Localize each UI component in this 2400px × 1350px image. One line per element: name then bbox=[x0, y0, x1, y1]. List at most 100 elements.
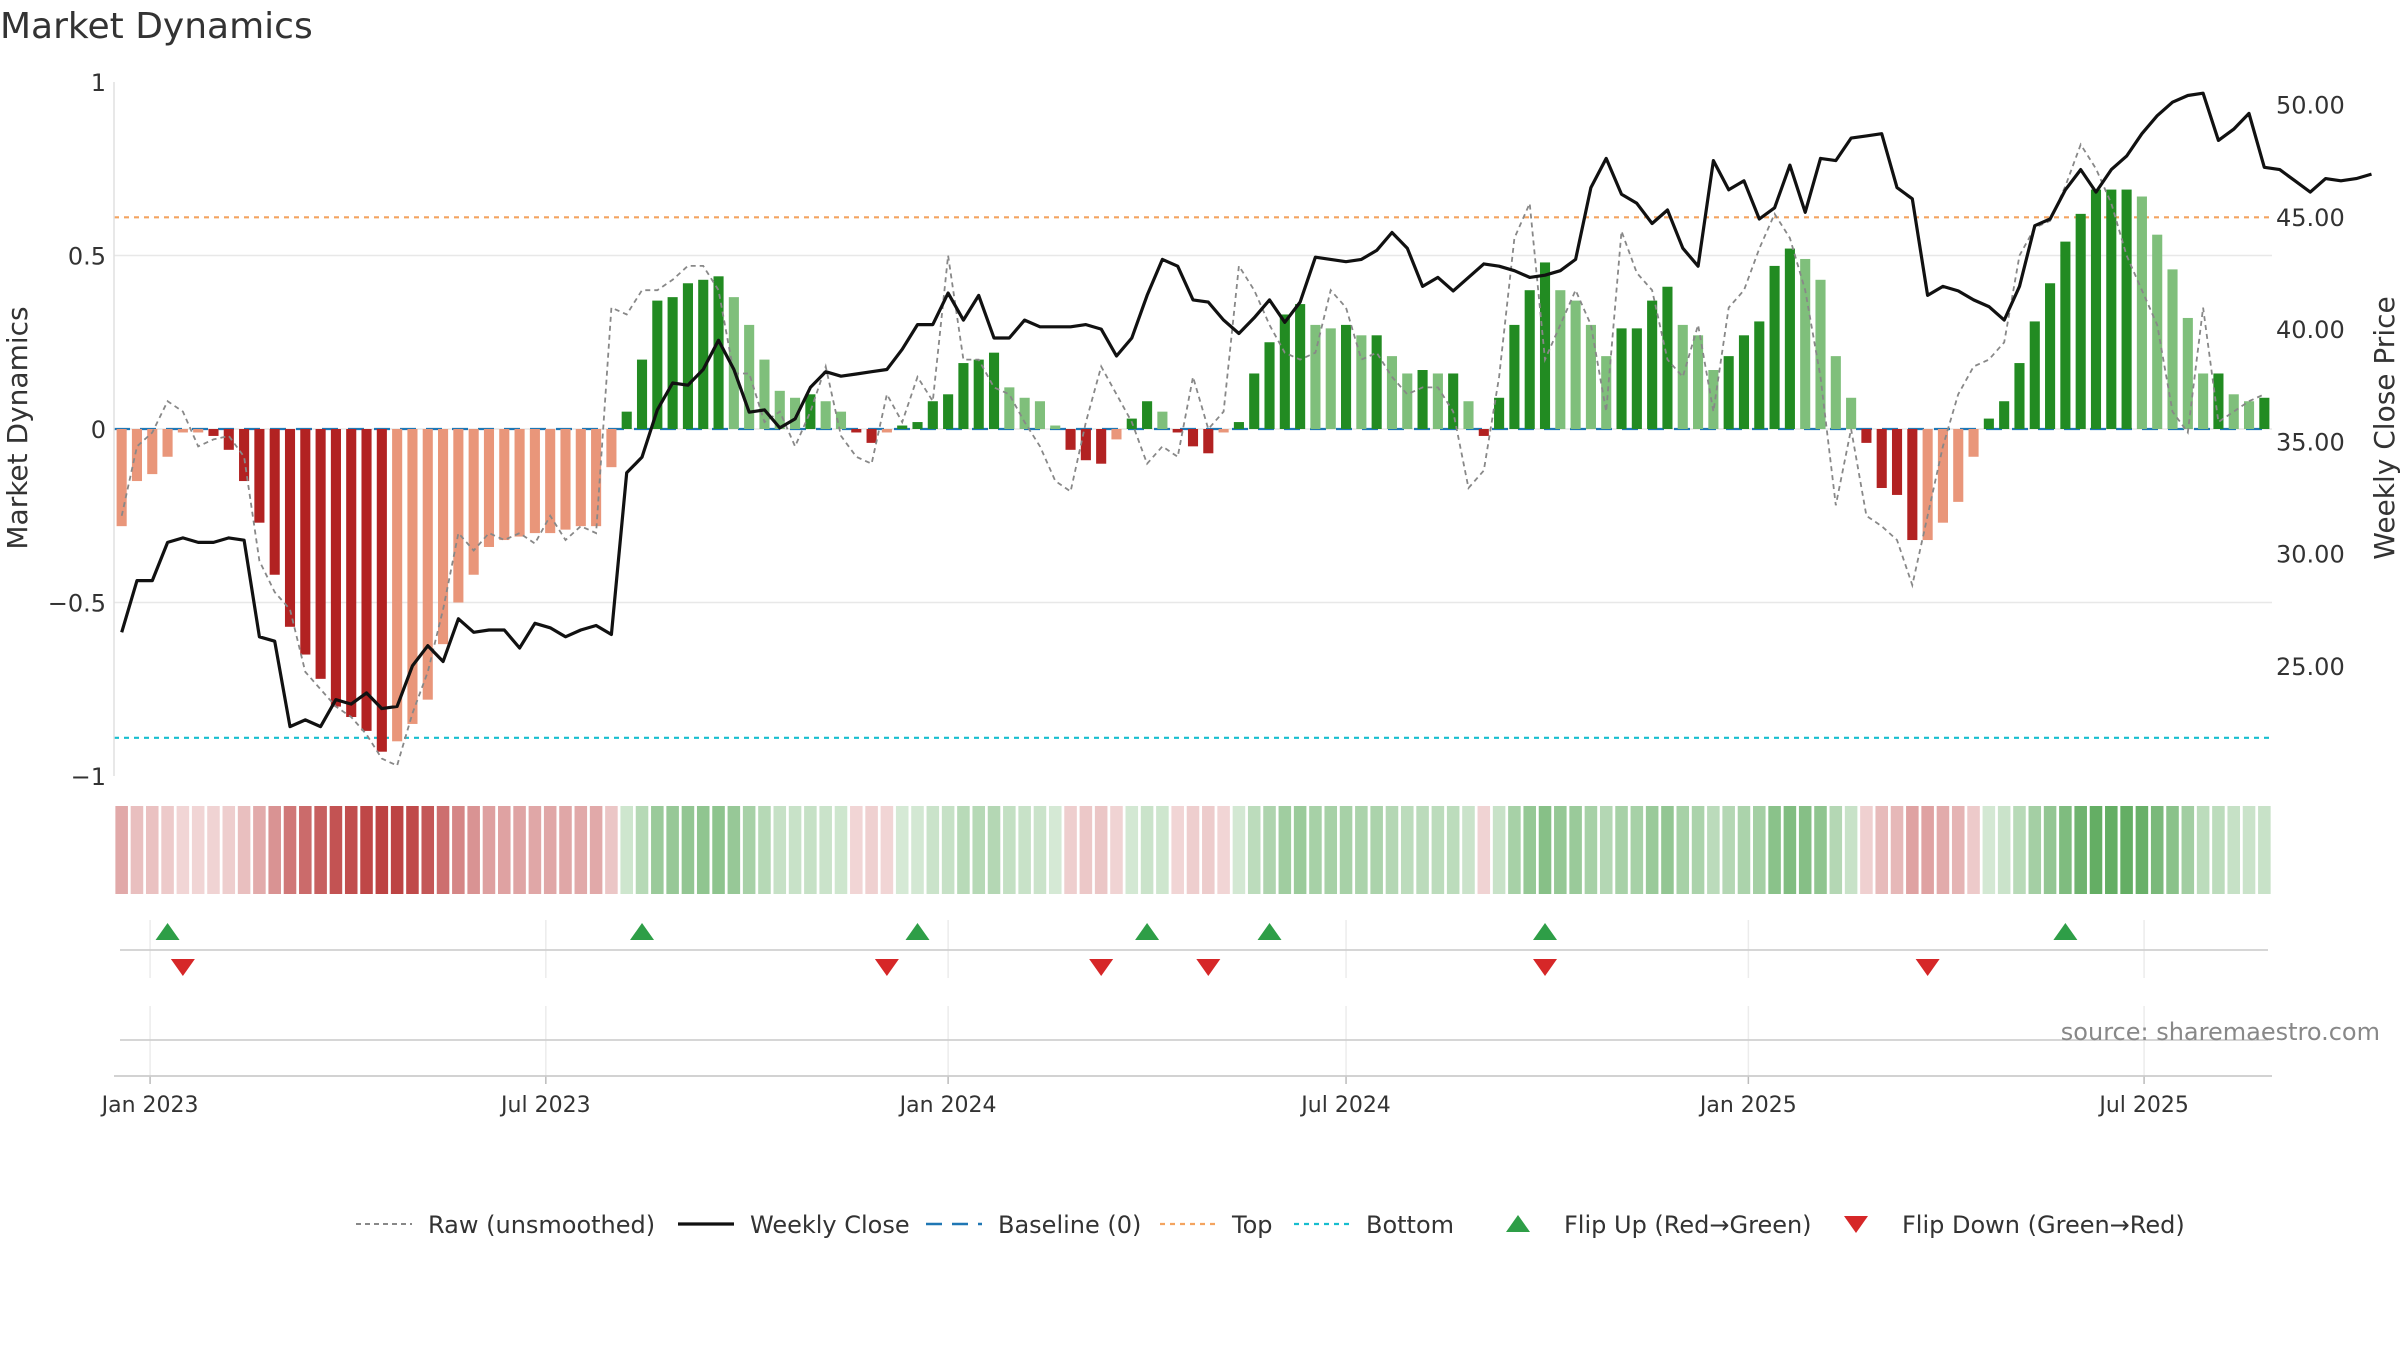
strip-cell bbox=[2074, 806, 2087, 894]
dynamics-bar bbox=[774, 390, 785, 429]
dynamics-bar bbox=[1264, 342, 1275, 429]
dynamics-bar bbox=[392, 429, 403, 742]
strip-cell bbox=[2089, 806, 2103, 894]
strip-cell bbox=[1890, 806, 1904, 894]
flip-up-marker bbox=[1135, 923, 1160, 940]
legend-label: Top bbox=[1231, 1211, 1273, 1239]
strip-cell bbox=[1079, 806, 1093, 894]
dynamics-bar bbox=[1432, 373, 1443, 429]
strip-cell bbox=[957, 806, 970, 894]
strip-cell bbox=[375, 806, 389, 894]
dynamics-bar bbox=[1233, 422, 1244, 429]
dynamics-bar bbox=[1861, 429, 1872, 443]
strip-cell bbox=[513, 806, 526, 894]
dynamics-bar bbox=[713, 276, 724, 429]
dynamics-bar bbox=[1157, 411, 1168, 429]
strip-cell bbox=[712, 806, 725, 894]
legend-entry-bottom: Bottom bbox=[1294, 1211, 1454, 1239]
chart-title: Market Dynamics bbox=[0, 6, 313, 47]
dynamics-bar bbox=[1249, 373, 1260, 429]
dynamics-bar bbox=[1800, 258, 1811, 429]
flip-up-marker bbox=[155, 923, 180, 940]
dynamics-bar bbox=[2045, 283, 2056, 429]
strip-cell bbox=[1921, 806, 1934, 894]
legend-entry-flip_down: Flip Down (Green→Red) bbox=[1844, 1211, 2185, 1239]
strip-cell bbox=[1722, 806, 1735, 894]
dynamics-bar bbox=[1601, 356, 1612, 429]
strip-cell bbox=[1293, 806, 1307, 894]
legend-label: Flip Up (Red→Green) bbox=[1564, 1211, 1812, 1239]
strip-cell bbox=[1951, 806, 1965, 894]
strip-cell bbox=[941, 806, 955, 894]
dynamics-bar bbox=[698, 279, 709, 429]
dynamics-bar bbox=[2243, 401, 2255, 429]
strip-cell bbox=[237, 806, 251, 894]
strip-cell bbox=[360, 806, 373, 894]
strip-cell bbox=[2227, 806, 2241, 894]
strip-cell bbox=[191, 806, 205, 894]
flip-markers bbox=[155, 923, 2078, 976]
strip-cell bbox=[1140, 806, 1154, 894]
dynamics-bar bbox=[2136, 196, 2147, 429]
strip-cell bbox=[1309, 806, 1322, 894]
strip-cell bbox=[1462, 806, 1475, 894]
strip-cell bbox=[2120, 806, 2133, 894]
dynamics-bar bbox=[897, 425, 908, 429]
dynamics-bar bbox=[1034, 401, 1046, 429]
legend: Raw (unsmoothed) Weekly Close Baseline (0)… bbox=[356, 1211, 2185, 1239]
strip-cell bbox=[758, 806, 771, 894]
dynamics-bar bbox=[499, 429, 510, 541]
strip-cell bbox=[1753, 806, 1766, 894]
strip-cell bbox=[559, 806, 572, 894]
dynamics-bar bbox=[943, 394, 954, 429]
dynamics-bar bbox=[1999, 401, 2010, 429]
dynamics-bar bbox=[575, 429, 586, 527]
dynamics-bar bbox=[438, 429, 449, 645]
legend-label: Baseline (0) bbox=[998, 1211, 1141, 1239]
flip-down-marker bbox=[1089, 959, 1114, 976]
legend-entry-raw: Raw (unsmoothed) bbox=[356, 1211, 655, 1239]
strip-cell bbox=[727, 806, 741, 894]
dynamics-bar bbox=[591, 429, 602, 527]
strip-cell bbox=[589, 806, 603, 894]
dynamics-bar bbox=[545, 429, 556, 534]
weekly-close-line bbox=[120, 91, 2372, 729]
dynamics-bar bbox=[1494, 397, 1505, 429]
strip-cell bbox=[605, 806, 618, 894]
dynamics-bar bbox=[1325, 328, 1336, 429]
dynamics-bar bbox=[346, 429, 357, 718]
dynamics-bar bbox=[1876, 429, 1887, 488]
strip-cell bbox=[880, 806, 894, 894]
strip-cell bbox=[344, 806, 358, 894]
strip-cell bbox=[1339, 806, 1353, 894]
dynamics-bar bbox=[744, 324, 755, 429]
dynamics-bar bbox=[606, 429, 617, 468]
strip-cell bbox=[1768, 806, 1781, 894]
dynamics-bar bbox=[1555, 290, 1566, 429]
raw-series-line bbox=[120, 142, 2265, 767]
strip-cell bbox=[2059, 806, 2072, 894]
dynamics-bar bbox=[851, 429, 862, 433]
strip-cell bbox=[1324, 806, 1338, 894]
dynamics-bar bbox=[1937, 429, 1948, 523]
dynamics-bar bbox=[147, 429, 158, 475]
strip-cell bbox=[773, 806, 787, 894]
dynamics-bar bbox=[1647, 300, 1658, 429]
dynamics-bar bbox=[2152, 234, 2163, 429]
strip-cell bbox=[1554, 806, 1567, 894]
strip-cell bbox=[1263, 806, 1276, 894]
dynamics-bar bbox=[912, 422, 923, 429]
strip-cell bbox=[1355, 806, 1368, 894]
strip-cell bbox=[1094, 806, 1108, 894]
x-tick-label: Jul 2025 bbox=[2097, 1093, 2189, 1118]
flip-up-marker bbox=[630, 923, 655, 940]
strip-cell bbox=[696, 806, 710, 894]
dynamics-bar bbox=[621, 411, 632, 429]
dynamics-bar bbox=[1187, 429, 1199, 447]
dynamics-bar bbox=[208, 429, 219, 436]
strip-cell bbox=[1416, 806, 1429, 894]
strip-cell bbox=[2166, 806, 2179, 894]
strip-cell bbox=[574, 806, 588, 894]
y-tick-label: 1 bbox=[91, 69, 106, 97]
strip-cell bbox=[1186, 806, 1200, 894]
